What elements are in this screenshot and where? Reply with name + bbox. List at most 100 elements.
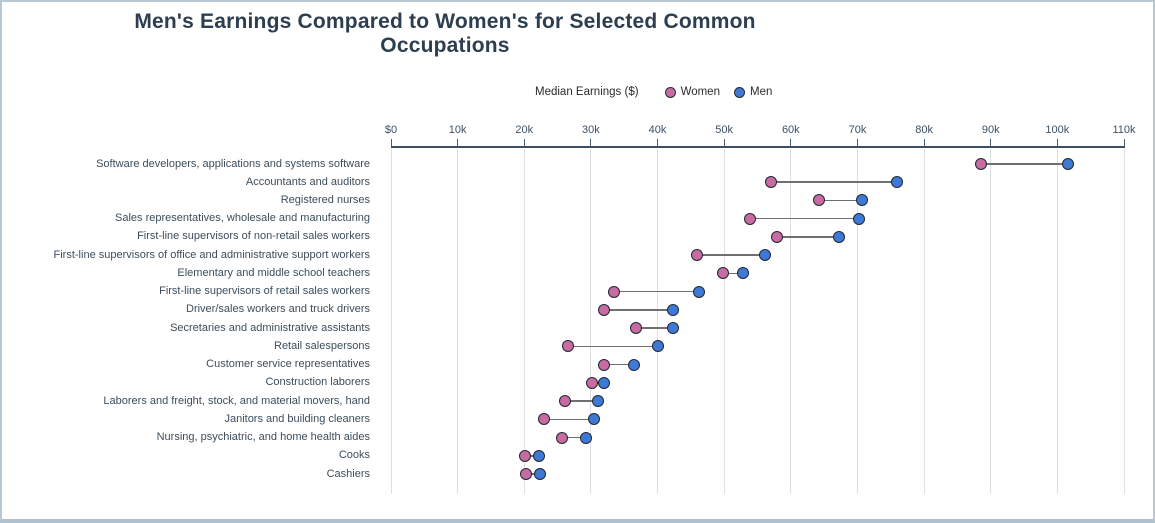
x-axis-tick-label: 110k (1112, 124, 1136, 136)
dumbbell-connector (750, 217, 859, 220)
dumbbell-connector (568, 345, 658, 348)
x-axis-tick-label: 20k (515, 124, 534, 136)
women-marker[interactable] (716, 267, 729, 280)
x-gridline (856, 149, 858, 494)
women-legend-dot-icon (664, 86, 676, 98)
dumbbell-connector (614, 290, 699, 293)
women-marker[interactable] (608, 285, 621, 298)
category-label: First-line supervisors of office and adm… (53, 248, 370, 261)
legend-item-men-label: Men (749, 86, 773, 98)
x-axis-tick-label: $0 (384, 124, 398, 136)
women-marker[interactable] (555, 431, 568, 444)
x-axis-tick (1056, 139, 1058, 147)
men-marker[interactable] (736, 267, 749, 280)
category-label: Driver/sales workers and truck drivers (186, 303, 370, 316)
dumbbell-connector (770, 181, 897, 183)
men-marker[interactable] (592, 395, 605, 408)
category-label: Customer service representatives (206, 358, 370, 371)
dumbbell-connector (564, 400, 599, 402)
category-label: Elementary and middle school teachers (177, 266, 370, 279)
women-marker[interactable] (520, 468, 533, 480)
x-gridline (590, 149, 592, 494)
women-marker[interactable] (597, 358, 610, 371)
men-marker[interactable] (666, 322, 679, 335)
x-axis-tick (457, 139, 459, 147)
x-axis-tick-label: 10k (448, 124, 467, 136)
women-marker[interactable] (629, 322, 642, 335)
women-marker[interactable] (558, 395, 571, 408)
dumbbell-connector (980, 163, 1068, 165)
category-label: Retail salespersons (274, 339, 370, 352)
x-gridline (790, 149, 792, 494)
dumbbell-connector (561, 436, 586, 439)
x-axis-tick-label: 100k (1045, 124, 1070, 136)
legend-item-women[interactable]: Women (664, 86, 720, 98)
men-marker[interactable] (852, 212, 865, 225)
men-marker[interactable] (533, 468, 546, 480)
men-marker[interactable] (532, 449, 545, 462)
men-marker[interactable] (692, 285, 705, 298)
dumbbell-connector (543, 418, 594, 421)
men-marker[interactable] (666, 303, 679, 316)
category-label: Software developers, applications and sy… (96, 157, 370, 170)
x-gridline (457, 149, 459, 494)
x-axis-tick-label: 50k (715, 124, 734, 136)
women-marker[interactable] (744, 212, 757, 225)
x-gridline (923, 149, 925, 494)
x-gridline (390, 149, 392, 494)
dumbbell-connector (818, 199, 863, 202)
x-axis-tick-label: 40k (648, 124, 667, 136)
x-axis-tick (856, 139, 858, 147)
women-marker[interactable] (764, 176, 777, 189)
x-axis-tick-label: 90k (981, 124, 1000, 136)
men-marker[interactable] (628, 358, 641, 371)
women-marker[interactable] (812, 194, 825, 207)
men-marker[interactable] (598, 376, 611, 389)
dumbbell-connector (722, 272, 743, 275)
dumbbell-connector (591, 382, 605, 384)
men-marker[interactable] (587, 413, 600, 426)
x-gridline (657, 149, 659, 494)
women-marker[interactable] (771, 230, 784, 243)
men-marker[interactable] (890, 176, 903, 189)
women-marker[interactable] (537, 413, 550, 426)
category-label: First-line supervisors of non-retail sal… (137, 230, 370, 243)
legend-item-men[interactable]: Men (733, 86, 773, 98)
x-axis-line (391, 146, 1125, 148)
x-axis-tick-label: 60k (781, 124, 800, 136)
women-marker[interactable] (598, 303, 611, 316)
women-marker[interactable] (974, 158, 987, 170)
legend: Median Earnings ($) Women Men (535, 86, 786, 98)
category-label: Laborers and freight, stock, and materia… (103, 394, 370, 407)
women-marker[interactable] (585, 376, 598, 389)
women-marker[interactable] (562, 340, 575, 353)
x-axis-tick-label: 80k (915, 124, 933, 136)
x-axis-tick-label: 70k (848, 124, 867, 136)
chart-title: Men's Earnings Compared to Women's for S… (134, 10, 756, 57)
legend-item-women-label: Women (680, 86, 720, 98)
women-marker[interactable] (690, 249, 703, 262)
men-marker[interactable] (832, 230, 845, 243)
men-marker[interactable] (856, 194, 869, 207)
x-gridline (1056, 149, 1058, 494)
category-label: Construction laborers (265, 376, 370, 389)
men-marker[interactable] (1062, 158, 1075, 170)
women-marker[interactable] (518, 449, 531, 462)
men-marker[interactable] (579, 431, 592, 444)
dumbbell-connector (603, 363, 635, 366)
category-label: Accountants and auditors (245, 175, 370, 188)
category-label: Sales representatives, wholesale and man… (115, 212, 370, 225)
x-axis-title: Median Earnings ($) (535, 86, 639, 98)
x-axis-tick (523, 139, 525, 147)
men-marker[interactable] (651, 340, 664, 353)
x-axis-tick (990, 139, 992, 147)
x-axis-tick (790, 139, 792, 147)
x-axis-tick-label: 30k (582, 124, 600, 136)
category-label: Cooks (338, 449, 370, 462)
category-label: Nursing, psychiatric, and home health ai… (156, 431, 370, 444)
men-marker[interactable] (758, 249, 771, 262)
x-axis-tick (723, 139, 725, 147)
x-gridline (523, 149, 525, 494)
x-axis-tick (923, 139, 925, 147)
x-axis-tick (1123, 139, 1125, 147)
